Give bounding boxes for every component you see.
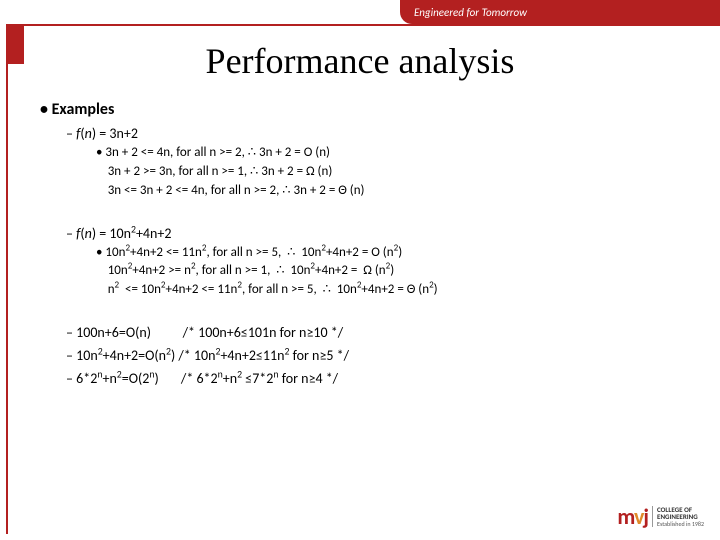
- example-2-line1: 10n2+4n+2 <= 11n2, for all n >= 5, ∴ 10n…: [96, 244, 680, 263]
- header-tagline-bar: Engineered for Tomorrow: [400, 0, 720, 24]
- accent-top-line: [8, 24, 720, 26]
- example-2-line3: n2 <= 10n2+4n+2 <= 11n2, for all n >= 5,…: [96, 281, 680, 300]
- example-2-line2: 10n2+4n+2 >= n2, for all n >= 1, ∴ 10n2+…: [96, 262, 680, 281]
- slide-title: Performance analysis: [0, 40, 720, 82]
- logo-letter-v: v: [634, 503, 643, 530]
- example-2-fn: f(n) = 10n2+4n+2: [66, 225, 680, 242]
- logo-mark: mvj: [617, 503, 648, 530]
- logo-letter-j: j: [643, 503, 648, 530]
- logo-text: COLLEGE OF ENGINEERING Established in 19…: [652, 506, 704, 528]
- example-1-fn-rest: = 3n+2: [99, 125, 138, 142]
- example-1-fn: f(n) = 3n+2: [66, 125, 680, 142]
- logo-letter-m: m: [617, 503, 634, 530]
- example-1-line2: 3n + 2 >= 3n, for all n >= 1, ∴ 3n + 2 =…: [96, 163, 680, 182]
- example-2-proof: 10n2+4n+2 <= 11n2, for all n >= 5, ∴ 10n…: [96, 244, 680, 301]
- example-1-line1: 3n + 2 <= 4n, for all n >= 2, ∴ 3n + 2 =…: [96, 144, 680, 163]
- footer-logo: mvj COLLEGE OF ENGINEERING Established i…: [617, 503, 704, 530]
- example-2-fn-rest: = 10n2+4n+2: [99, 225, 171, 242]
- example-3: 100n+6=O(n) /* 100n+6≤101n for n≥10 */: [66, 324, 680, 341]
- example-5: 6*2n+n2=O(2n) /* 6*2n+n2 ≤7*2n for n≥4 *…: [66, 370, 680, 387]
- logo-text-3: Established in 1982: [657, 521, 704, 528]
- slide-content: Examples f(n) = 3n+2 3n + 2 <= 4n, for a…: [40, 100, 680, 389]
- example-1-proof: 3n + 2 <= 4n, for all n >= 2, ∴ 3n + 2 =…: [96, 144, 680, 201]
- examples-heading: Examples: [40, 100, 680, 119]
- accent-side-line: [6, 24, 8, 534]
- header-tagline: Engineered for Tomorrow: [414, 6, 527, 19]
- example-4: 10n2+4n+2=O(n2) /* 10n2+4n+2≤11n2 for n≥…: [66, 347, 680, 364]
- example-1-line3: 3n <= 3n + 2 <= 4n, for all n >= 2, ∴ 3n…: [96, 182, 680, 201]
